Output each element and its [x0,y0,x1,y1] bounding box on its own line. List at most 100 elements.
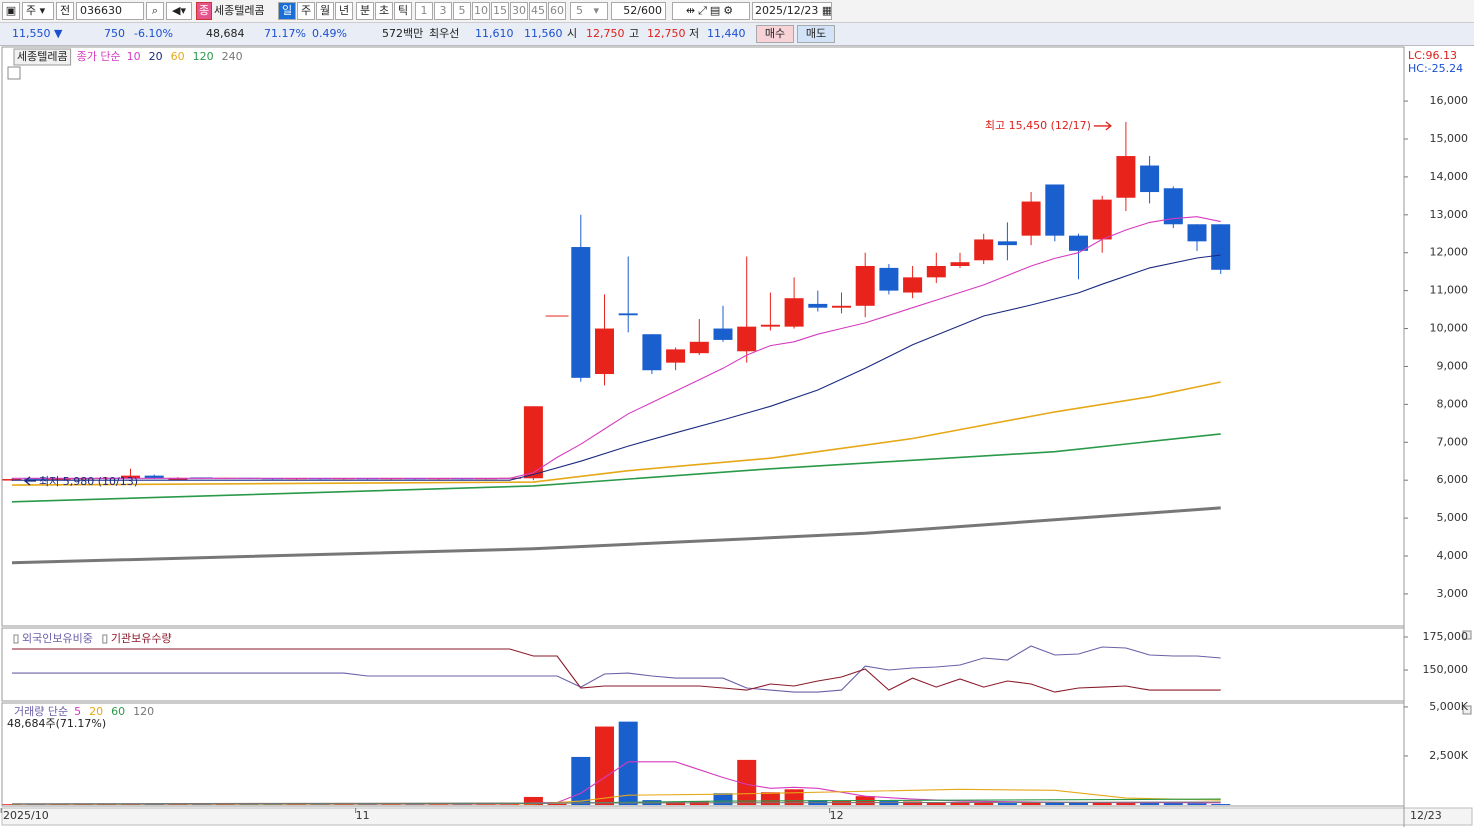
period-select[interactable]: 주 ▾ [22,2,54,20]
range-input[interactable]: 52/600 [611,2,666,20]
change-pct: -6.10% [134,27,173,40]
count: 5 [576,4,583,17]
interval[interactable]: 30 [510,2,528,20]
change: 750 [104,27,125,40]
series-line [11,506,1221,565]
legend-entry: 외국인보유비중 [22,632,93,645]
candle-body [737,326,757,352]
legend-entry: 120 [193,50,214,63]
candle-body [997,241,1017,246]
y-tick-label: 11,000 [1430,284,1469,297]
price-panel [1,46,1405,627]
candle-body [784,298,804,327]
prev-button[interactable]: 전 [56,2,74,20]
interval[interactable]: 3 [434,2,452,20]
menu-icon[interactable]: ▣ [2,2,20,20]
x-axis-bar [1,807,1473,826]
y-tick-label: 175,000 [1423,630,1469,643]
code-input[interactable]: 036630 [76,2,144,20]
candle-body [1045,184,1065,236]
volume-bar [1092,802,1112,805]
interval[interactable]: 5 [453,2,471,20]
count-select[interactable]: 5 ▾ [570,2,608,20]
interval[interactable]: 15 [491,2,509,20]
tab[interactable]: 분 [356,2,374,20]
tab[interactable]: 년 [335,2,353,20]
y-tick-label: 10,000 [1430,322,1469,335]
panel-icon[interactable] [7,66,21,80]
tab[interactable]: 틱 [394,2,412,20]
candle-body [760,324,780,327]
tab[interactable]: 월 [316,2,334,20]
candle-body [121,475,140,479]
volume-bar [713,793,733,805]
date-input[interactable]: 2025/12/23 ▦ [752,2,832,20]
volume-bar [1069,802,1088,805]
volume-bar [1021,802,1041,805]
y-tick-label: 12,000 [1430,246,1469,259]
candle-body [1163,188,1183,225]
high-label: 고 [629,27,640,40]
tab[interactable]: 일 [278,2,296,20]
legend-icon [13,634,19,644]
panel-button[interactable] [1462,630,1472,640]
candle-body [926,265,946,278]
tool-icons[interactable]: ⇹⤢▤⚙ [672,2,750,20]
legend-entry: 20 [89,705,103,718]
tag: 종 [196,2,212,20]
interval[interactable]: 60 [548,2,566,20]
volume-bar [1163,803,1183,805]
y-tick-label: 7,000 [1437,435,1469,448]
x-tick-label: 11 [356,809,370,822]
candle-body [618,313,638,316]
buy-button[interactable]: 매수 [756,25,794,43]
volume-bar [1211,804,1231,805]
legend-entry: 60 [171,50,185,63]
sell-button[interactable]: 매도 [797,25,835,43]
toolbar: ▣ 주 ▾ 전 036630 ⌕ ◀▾ 종 세종텔레콤 일 주 월 년 분 초 … [0,0,1474,23]
volume-bar [618,721,638,805]
volume-bar [1045,802,1065,805]
series-line [12,761,1221,805]
annotation: 최고 15,450 (12/17) [985,119,1091,132]
low: 11,440 [707,27,746,40]
interval[interactable]: 1 [415,2,433,20]
volume-bar [950,802,970,805]
panel-button[interactable] [1462,705,1472,715]
volume: 48,684 [206,27,245,40]
interval[interactable]: 10 [472,2,490,20]
y-tick-label: 5,000K [1429,700,1468,713]
open-label: 시 [567,27,578,40]
volume-bar [547,803,567,805]
legend-name: 세종텔레콤 [17,50,68,63]
interval[interactable]: 45 [529,2,547,20]
candle-body [1187,224,1207,242]
candle-body [642,334,662,371]
y-tick-label: 3,000 [1437,587,1469,600]
y-tick-label: 6,000 [1437,473,1469,486]
tab[interactable]: 주 [297,2,315,20]
legend-entry: 60 [111,705,125,718]
y-tick-label: 9,000 [1437,359,1469,372]
candle-body [666,349,686,363]
search-button[interactable]: ⌕ [146,2,164,20]
legend-entry: 기관보유수량 [111,632,172,645]
sound-button[interactable]: ◀▾ [166,2,192,20]
candle-body [523,406,543,479]
lc-label: LC:96.13 [1408,49,1457,62]
volume-bar [997,803,1017,805]
y-tick-label: 16,000 [1430,94,1469,107]
y-tick-label: 15,000 [1430,132,1469,145]
candle-body [903,277,923,293]
open: 12,750 [586,27,625,40]
volume-bar [595,726,614,805]
volume-bar [1116,802,1136,805]
series-line [12,645,1221,693]
quote-bar: 11,550 ▼ 750 -6.10% 48,684 71.17% 0.49% … [0,23,1474,46]
legend-box [13,48,72,66]
legend-entry: 5 [74,705,81,718]
candle-body [48,478,71,480]
candle-body [1092,199,1112,240]
tab[interactable]: 초 [375,2,393,20]
